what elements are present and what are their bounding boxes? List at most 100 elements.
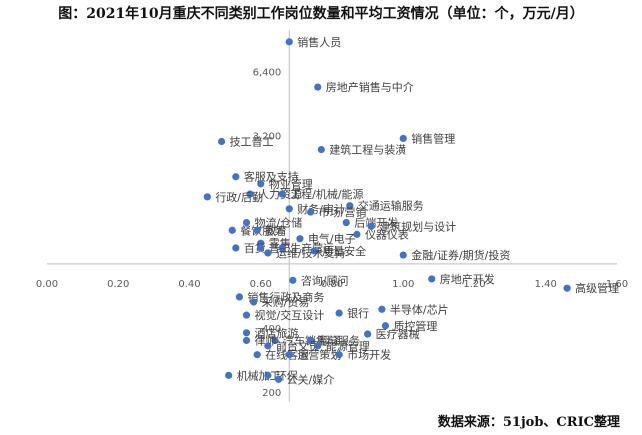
- x-tick-label: 0.80: [321, 279, 343, 290]
- data-point: [264, 342, 272, 350]
- data-label: 电气/电子: [308, 232, 356, 246]
- data-point: [314, 342, 322, 350]
- data-label: 工程/机械/能源: [290, 187, 363, 201]
- data-label: 销售管理: [411, 131, 455, 145]
- data-point: [253, 351, 261, 359]
- y-tick-label: 200: [262, 388, 281, 399]
- data-label: 建筑规划与设计: [379, 219, 456, 233]
- data-point: [242, 311, 251, 319]
- data-label: 销售行政及商务: [247, 290, 324, 304]
- data-point: [225, 371, 233, 379]
- data-point: [271, 336, 279, 345]
- data-label: 酒店旅游: [255, 326, 299, 340]
- data-point: [367, 222, 375, 230]
- data-label: 机械加工: [237, 368, 281, 382]
- data-point: [246, 190, 254, 198]
- data-point: [228, 226, 236, 234]
- x-tick-label: 0.40: [178, 279, 200, 290]
- data-label: 视觉/交互设计: [255, 308, 325, 322]
- data-label: 客服及支持: [244, 170, 299, 184]
- data-label: 质量安全: [322, 244, 366, 258]
- data-point: [314, 83, 322, 91]
- data-point: [217, 137, 226, 146]
- data-label: 教育: [265, 223, 287, 237]
- data-label: 公关/媒介: [287, 372, 335, 386]
- x-tick-label: 1.40: [535, 279, 557, 290]
- data-label: 能源管理: [326, 339, 370, 353]
- data-label: 物业管理: [269, 177, 313, 191]
- x-tick-label: 0.00: [36, 279, 58, 290]
- data-point: [232, 244, 240, 252]
- data-label: 金融/证券/期货/投资: [411, 248, 510, 262]
- data-label: 前台文员: [276, 339, 320, 353]
- data-point: [378, 305, 386, 313]
- data-point: [310, 247, 318, 255]
- data-point: [381, 322, 390, 330]
- y-tick-label: 3,200: [253, 132, 282, 143]
- data-label: 翻译: [319, 333, 341, 347]
- data-label: 房地产开发: [440, 272, 495, 286]
- data-label: 市场开发: [347, 348, 391, 362]
- data-label: 汽车销售与服务: [283, 333, 360, 347]
- data-point: [264, 371, 272, 379]
- data-point: [232, 173, 240, 181]
- data-point: [242, 329, 251, 337]
- x-tick-label: 1.00: [392, 279, 414, 290]
- data-point: [274, 375, 283, 383]
- data-point: [342, 218, 350, 227]
- data-points: 销售人员房地产销售与中介销售管理技工普工建筑工程与装潢客服及支持物业管理人力资源…: [203, 35, 619, 386]
- data-point: [285, 205, 293, 213]
- data-point: [289, 276, 297, 284]
- data-point: [250, 298, 258, 306]
- data-point: [285, 38, 293, 46]
- source-note: 数据来源：51job、CRIC整理: [437, 415, 620, 430]
- data-label: 银行: [347, 306, 369, 320]
- data-point: [296, 235, 304, 243]
- chart-title: 图：2021年10月重庆不同类别工作岗位数量和平均工资情况（单位：个，万元/月）: [58, 6, 584, 22]
- y-tick-label: 6,400: [253, 67, 282, 78]
- data-label: 咨询/顾问: [301, 273, 349, 287]
- data-point: [278, 244, 286, 252]
- y-tick-label: 400: [262, 324, 281, 335]
- data-point: [257, 180, 265, 188]
- data-point: [346, 202, 354, 210]
- data-label: 生产营运: [290, 241, 334, 255]
- data-point: [335, 309, 343, 317]
- data-label: 运维/技术支持: [276, 246, 346, 260]
- x-tick-label: 0.20: [107, 279, 129, 290]
- data-label: 高级管理: [575, 281, 619, 295]
- x-tick-label: 1.20: [463, 279, 485, 290]
- data-point: [307, 208, 315, 216]
- x-tick-label: 0.60: [250, 279, 272, 290]
- data-point: [364, 330, 372, 338]
- data-label: 行政/后勤: [215, 190, 263, 204]
- data-label: 半导体/芯片: [390, 302, 449, 316]
- x-tick-label: 1.60: [606, 279, 628, 290]
- axes: 0.00 0.20 0.40 0.60 0.80 1.00 1.20 1.40 1.60 6,40…: [36, 30, 628, 402]
- data-point: [235, 293, 243, 301]
- data-label: 后端开发: [354, 216, 398, 230]
- data-label: 交通运输服务: [358, 199, 424, 213]
- data-label: 质控管理: [393, 319, 437, 333]
- data-point: [307, 336, 315, 345]
- data-label: 技工普工: [230, 134, 274, 148]
- data-point: [257, 244, 265, 252]
- data-point: [253, 226, 261, 234]
- data-label: 采购/贸易: [262, 295, 310, 309]
- data-point: [353, 230, 361, 238]
- data-point: [203, 193, 211, 201]
- data-point: [399, 251, 407, 259]
- data-point: [317, 145, 325, 154]
- data-label: 物流/仓储: [255, 216, 303, 230]
- data-point: [242, 336, 251, 345]
- data-label: 销售人员: [297, 35, 341, 49]
- data-label: 仪器仪表: [365, 227, 409, 241]
- data-label: 医疗器械: [376, 327, 420, 341]
- data-point: [399, 134, 407, 143]
- data-label: 市场/营销: [319, 205, 367, 219]
- data-point: [563, 284, 571, 292]
- data-point: [264, 249, 272, 257]
- data-point: [428, 275, 436, 283]
- data-label: 餐饮服务: [240, 223, 284, 237]
